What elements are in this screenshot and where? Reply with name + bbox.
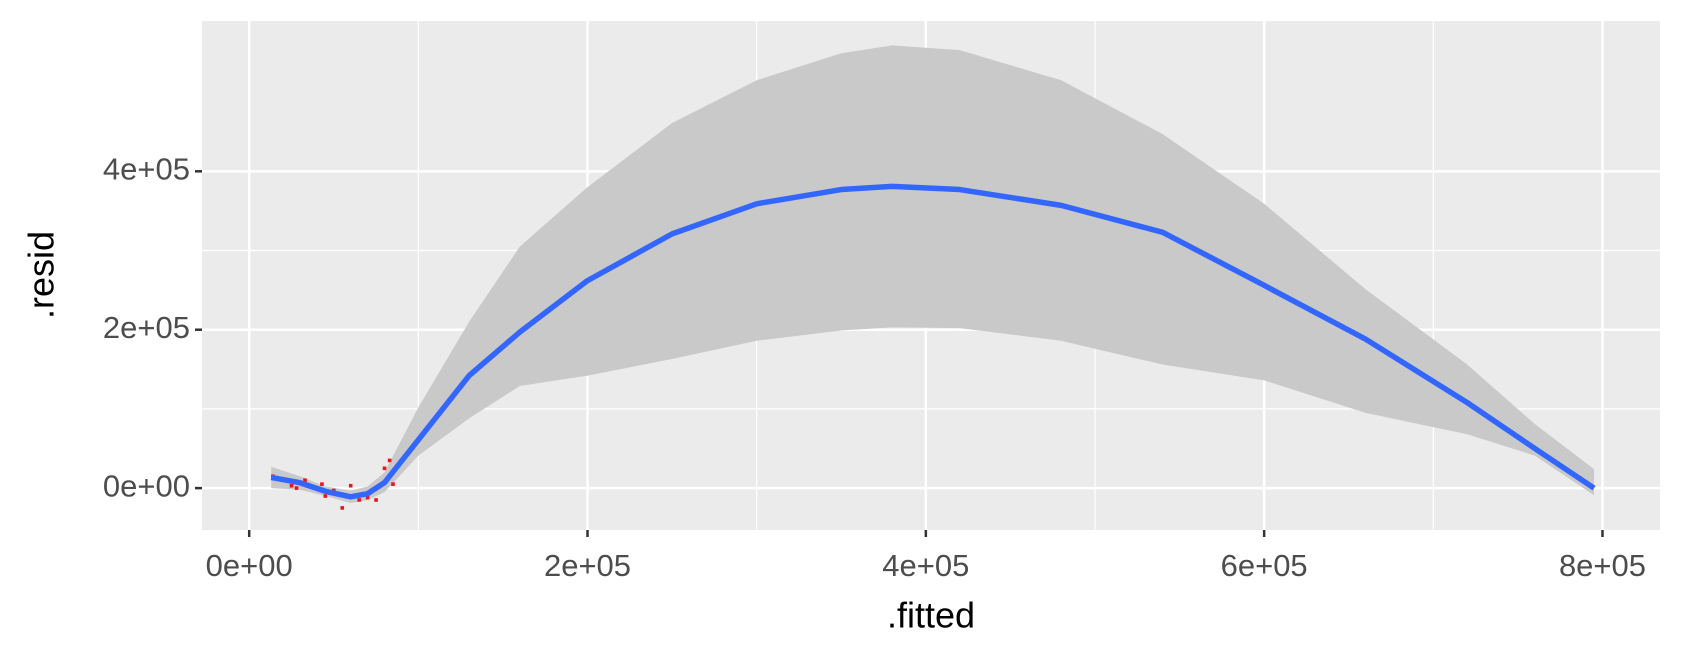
x-tick-label: 6e+05	[1221, 548, 1308, 583]
point	[391, 482, 395, 486]
point	[340, 506, 345, 510]
y-axis-title: .resid	[21, 231, 62, 319]
point	[289, 483, 294, 488]
confidence-band	[271, 45, 1595, 504]
point	[294, 486, 299, 490]
point	[365, 495, 370, 500]
x-tick-label: 0e+00	[206, 548, 293, 583]
y-tick-label: 2e+05	[103, 310, 190, 345]
point	[320, 482, 324, 486]
point	[382, 466, 387, 471]
point	[348, 483, 353, 488]
point	[357, 498, 361, 502]
x-tick-label: 4e+05	[882, 548, 969, 583]
point	[374, 498, 378, 502]
x-tick-label: 2e+05	[544, 548, 631, 583]
smooth-line	[270, 183, 1596, 500]
y-tick-label: 0e+00	[103, 468, 190, 503]
y-tick-label: 4e+05	[103, 152, 190, 187]
point	[387, 458, 392, 463]
point	[323, 494, 328, 498]
point	[303, 478, 307, 482]
x-tick-label: 8e+05	[1559, 548, 1646, 583]
x-axis-title: .fitted	[887, 595, 975, 636]
